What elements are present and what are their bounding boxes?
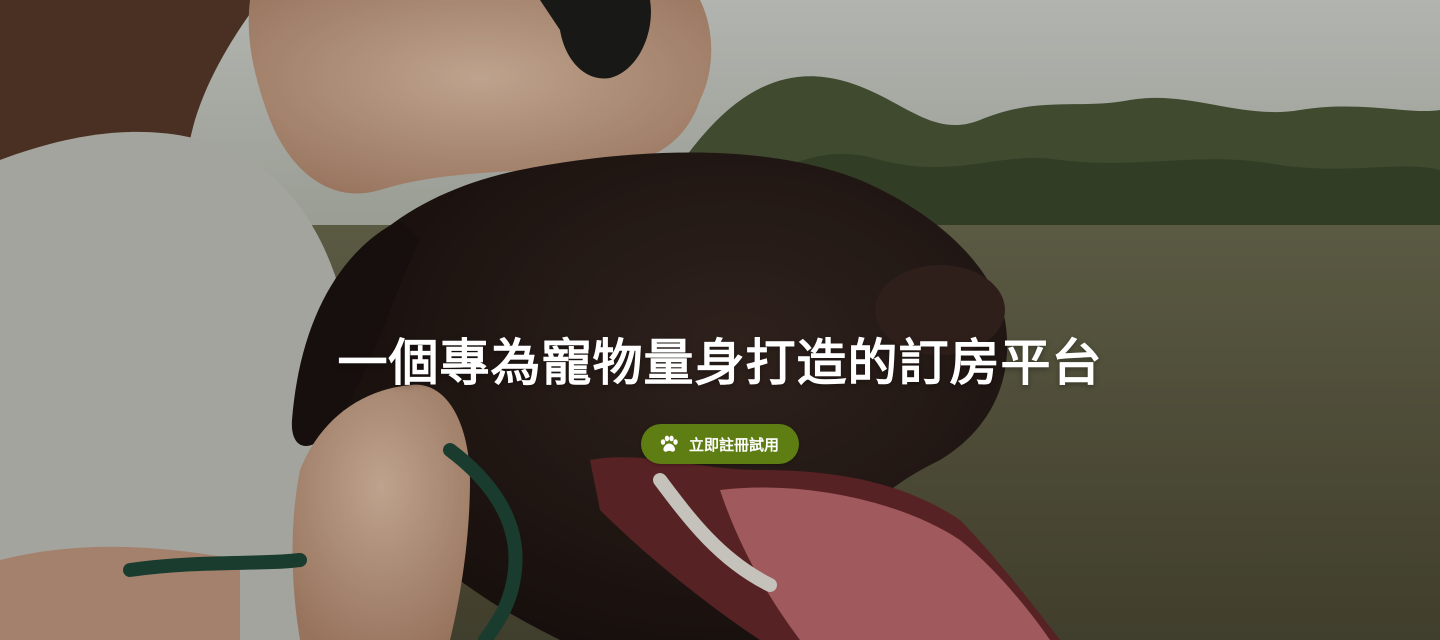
signup-trial-button[interactable]: 立即註冊試用 (640, 424, 799, 464)
paw-icon (659, 435, 679, 453)
hero-content: 一個專為寵物量身打造的訂房平台 立即註冊試用 (0, 332, 1440, 464)
hero-title: 一個專為寵物量身打造的訂房平台 (337, 334, 1103, 392)
signup-trial-button-label: 立即註冊試用 (688, 435, 779, 454)
